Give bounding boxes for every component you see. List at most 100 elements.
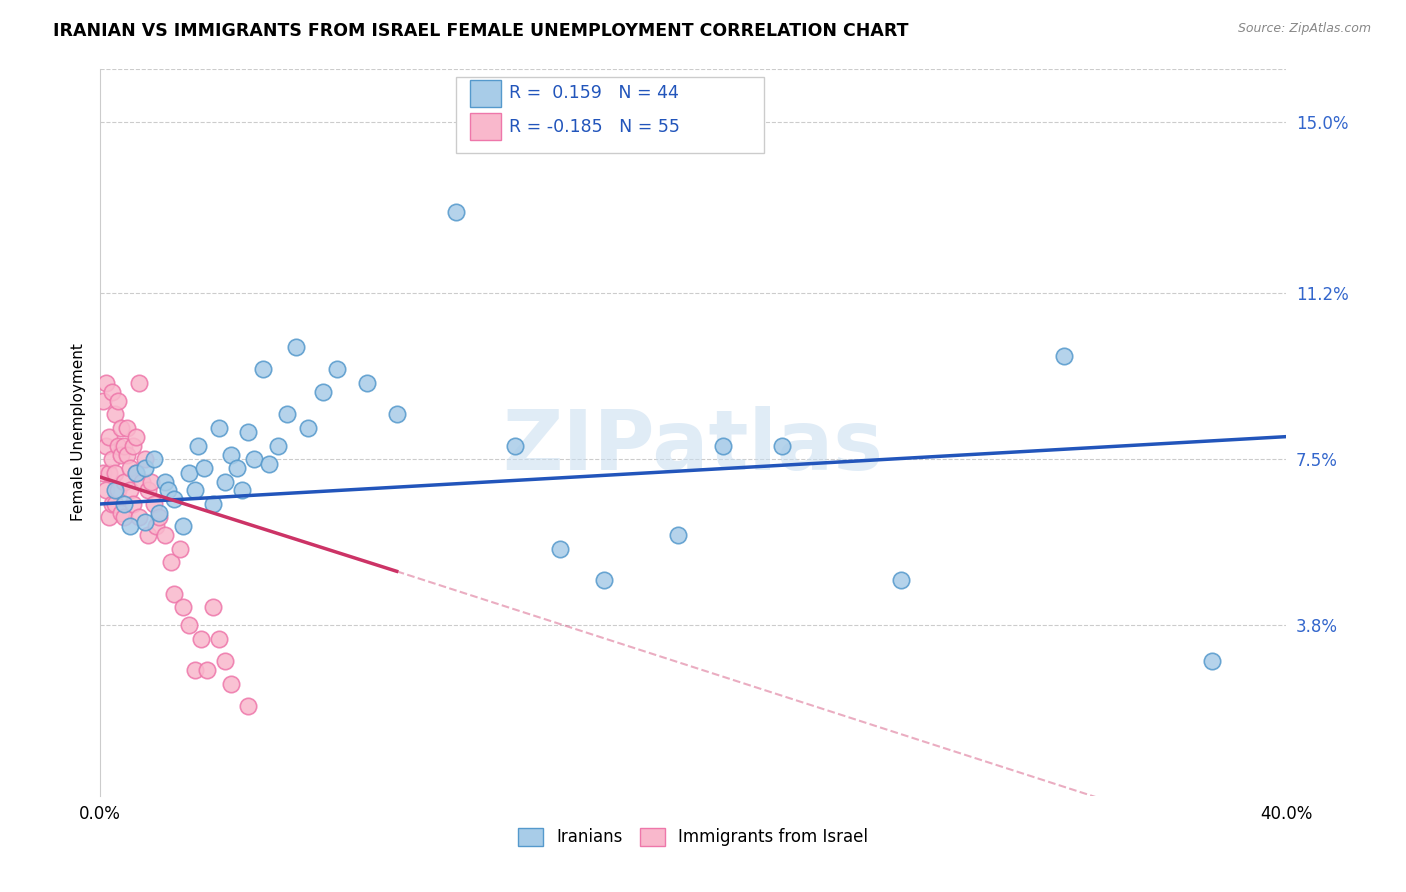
Point — [668, 528, 690, 542]
Point — [98, 429, 121, 443]
Point — [267, 439, 290, 453]
Point — [187, 439, 209, 453]
Point — [243, 452, 266, 467]
Text: Source: ZipAtlas.com: Source: ZipAtlas.com — [1237, 22, 1371, 36]
Legend: Iranians, Immigrants from Israel: Iranians, Immigrants from Israel — [512, 821, 875, 853]
Point — [112, 475, 135, 489]
Point — [115, 448, 138, 462]
Point — [112, 510, 135, 524]
Point — [214, 654, 236, 668]
Point — [125, 429, 148, 443]
Point — [134, 461, 156, 475]
Point — [195, 663, 218, 677]
Point — [890, 574, 912, 588]
Point — [107, 439, 129, 453]
Point — [125, 466, 148, 480]
Point — [94, 439, 117, 453]
Point — [172, 600, 194, 615]
Point — [190, 632, 212, 646]
Point — [214, 475, 236, 489]
Point — [184, 663, 207, 677]
Point — [94, 376, 117, 390]
Point — [128, 376, 150, 390]
Point — [208, 632, 231, 646]
Point — [252, 362, 274, 376]
Point — [385, 407, 408, 421]
Point — [110, 448, 132, 462]
Point — [112, 439, 135, 453]
Point — [172, 519, 194, 533]
Point — [163, 587, 186, 601]
Point — [257, 457, 280, 471]
Point — [98, 510, 121, 524]
Point — [104, 407, 127, 421]
Point — [115, 420, 138, 434]
Point — [238, 698, 260, 713]
Point — [276, 407, 298, 421]
Point — [593, 574, 616, 588]
Point — [238, 425, 260, 439]
Text: R = -0.185   N = 55: R = -0.185 N = 55 — [509, 118, 681, 136]
Point — [104, 483, 127, 498]
Point — [134, 452, 156, 467]
Point — [326, 362, 349, 376]
Text: IRANIAN VS IMMIGRANTS FROM ISRAEL FEMALE UNEMPLOYMENT CORRELATION CHART: IRANIAN VS IMMIGRANTS FROM ISRAEL FEMALE… — [53, 22, 908, 40]
Y-axis label: Female Unemployment: Female Unemployment — [72, 343, 86, 521]
Point — [110, 420, 132, 434]
Point — [157, 483, 180, 498]
Point — [134, 515, 156, 529]
Point — [101, 497, 124, 511]
Point — [163, 492, 186, 507]
Point — [107, 483, 129, 498]
Point — [155, 528, 177, 542]
Point — [770, 439, 793, 453]
Point — [155, 475, 177, 489]
Point — [142, 497, 165, 511]
Point — [311, 384, 333, 399]
Point — [193, 461, 215, 475]
Point — [136, 528, 159, 542]
Point — [94, 483, 117, 498]
Point — [128, 510, 150, 524]
Point — [107, 393, 129, 408]
Point — [91, 466, 114, 480]
Point — [284, 340, 307, 354]
Point — [219, 448, 242, 462]
Point — [505, 439, 527, 453]
Point — [104, 466, 127, 480]
Point — [136, 483, 159, 498]
Point — [121, 497, 143, 511]
Point — [110, 506, 132, 520]
Point — [1053, 349, 1076, 363]
Point — [297, 420, 319, 434]
Point — [112, 497, 135, 511]
Point — [201, 600, 224, 615]
Point — [177, 618, 200, 632]
Point — [121, 439, 143, 453]
Point — [91, 393, 114, 408]
Point — [177, 466, 200, 480]
Point — [169, 541, 191, 556]
Point — [1201, 654, 1223, 668]
Point — [208, 420, 231, 434]
Point — [231, 483, 253, 498]
Point — [145, 519, 167, 533]
Point — [148, 506, 170, 520]
Point — [139, 475, 162, 489]
Point — [225, 461, 247, 475]
Point — [184, 483, 207, 498]
Point — [711, 439, 734, 453]
Point — [356, 376, 378, 390]
Point — [118, 519, 141, 533]
Point — [118, 483, 141, 498]
Point — [160, 555, 183, 569]
Point — [444, 205, 467, 219]
Point — [101, 452, 124, 467]
Point — [148, 510, 170, 524]
Text: R =  0.159   N = 44: R = 0.159 N = 44 — [509, 85, 679, 103]
Point — [101, 384, 124, 399]
Point — [98, 466, 121, 480]
Point — [142, 452, 165, 467]
Point — [131, 475, 153, 489]
Point — [201, 497, 224, 511]
